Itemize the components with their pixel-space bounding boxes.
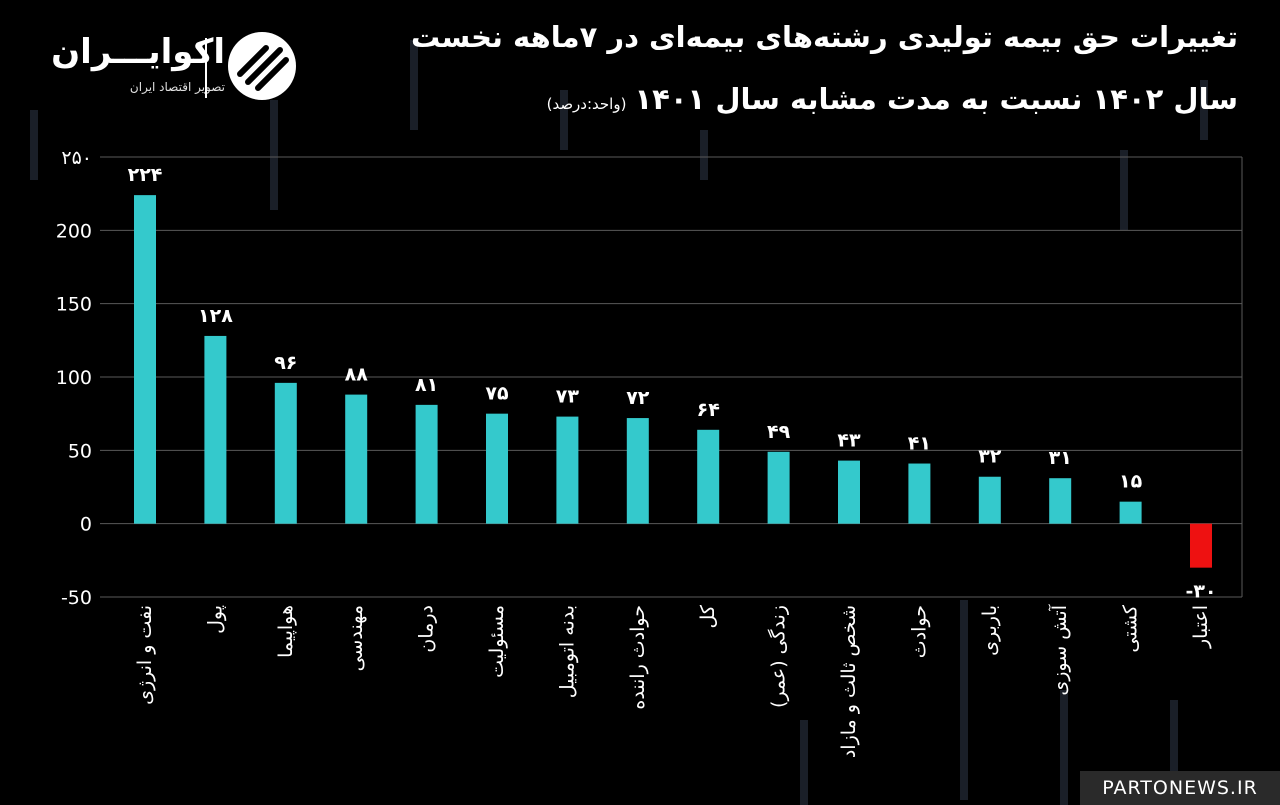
bar (626, 418, 649, 524)
background-bar (800, 720, 808, 805)
category-label: اعتبار (1190, 605, 1212, 649)
background-bar (700, 130, 708, 180)
background-bar (410, 40, 418, 130)
category-label: درمان (416, 605, 438, 653)
background-bar (1060, 690, 1068, 805)
logo-name: اکوایـــران (51, 32, 225, 72)
category-label: مهندسی (345, 605, 367, 671)
bar (345, 394, 368, 524)
category-label: پول (204, 605, 226, 634)
category-label: مسئولیت (486, 605, 508, 678)
value-label: ۷۵ (485, 383, 509, 405)
category-label: زندگی (عمر) (767, 605, 790, 708)
bar (1190, 523, 1212, 568)
value-label: ۸۱ (415, 374, 438, 396)
background-bar (1170, 700, 1178, 805)
bar (486, 413, 508, 524)
background-bar (270, 100, 278, 210)
value-label: ۳۲ (978, 446, 1002, 468)
logo-mark-icon (228, 32, 296, 100)
bar (978, 476, 1001, 524)
unit-label: (واحد:درصد) (546, 95, 627, 113)
bar (697, 429, 720, 524)
value-label: ۸۸ (345, 364, 369, 386)
value-label: ۷۳ (556, 386, 580, 408)
category-label: حوادث (908, 605, 930, 658)
value-label: ۴۱ (908, 433, 931, 455)
bar (204, 335, 227, 524)
logo-tagline: تصویر اقتصاد ایران (129, 80, 225, 94)
watermark: PARTONEWS.IR (1080, 771, 1280, 805)
title-text-2: سال ۱۴۰۲ نسبت به مدت مشابه سال ۱۴۰۱ (634, 82, 1238, 116)
bar (134, 195, 156, 524)
bar (838, 460, 860, 524)
title-text-1: تغییرات حق بیمه تولیدی رشته‌های بیمه‌ای … (410, 20, 1238, 54)
ecoiran-logo: اکوایـــران تصویر اقتصاد ایران (48, 30, 303, 105)
category-label: هواپیما (275, 605, 297, 658)
category-label: بدنه اتومبیل (556, 605, 578, 698)
category-label: کل (697, 604, 719, 628)
y-tick-label: 100 (56, 367, 92, 389)
category-label: حوادث راننده (627, 605, 649, 710)
bar (556, 416, 579, 524)
y-tick-label: ۲۵۰ (61, 147, 92, 169)
value-label: ۲۲۴ (128, 164, 163, 186)
value-label: ۱۵ (1119, 471, 1143, 493)
background-bar (1120, 150, 1128, 230)
background-bar (1200, 80, 1208, 140)
value-label: ۶۴ (697, 399, 720, 421)
value-label: ۷۲ (626, 387, 650, 409)
bar (767, 451, 790, 524)
background-bar (960, 600, 968, 800)
category-label: نفت و انرژی (134, 605, 156, 705)
bar (1119, 501, 1142, 524)
category-label: باربری (979, 605, 1001, 656)
category-label: کشتی (1120, 604, 1142, 653)
category-label: شخص ثالث و مازاد (838, 605, 860, 758)
value-label: ۳۱ (1049, 447, 1072, 469)
value-label: ۹۶ (274, 352, 297, 374)
bar (274, 382, 297, 524)
chart-title-line-2: سال ۱۴۰۲ نسبت به مدت مشابه سال ۱۴۰۱ (واحد… (547, 82, 1238, 116)
y-tick-label: 0 (80, 514, 92, 536)
background-bar (560, 90, 568, 150)
value-label: ۴۳ (837, 430, 861, 452)
y-tick-label: 50 (68, 440, 92, 462)
y-tick-label: 150 (56, 294, 92, 316)
logo-divider (205, 38, 207, 98)
value-label: ۱۲۸ (198, 305, 233, 327)
y-tick-label: 200 (56, 220, 92, 242)
chart-title-line-1: تغییرات حق بیمه تولیدی رشته‌های بیمه‌ای … (411, 20, 1238, 54)
bar (415, 404, 438, 524)
value-label: ۴۹ (767, 421, 791, 443)
bar (908, 463, 931, 524)
category-label: آتش سوزی (1047, 604, 1071, 695)
y-tick-label: -50 (61, 587, 92, 609)
value-label: -۳۰ (1185, 581, 1216, 603)
background-bar (30, 110, 38, 180)
bar (1049, 478, 1072, 524)
